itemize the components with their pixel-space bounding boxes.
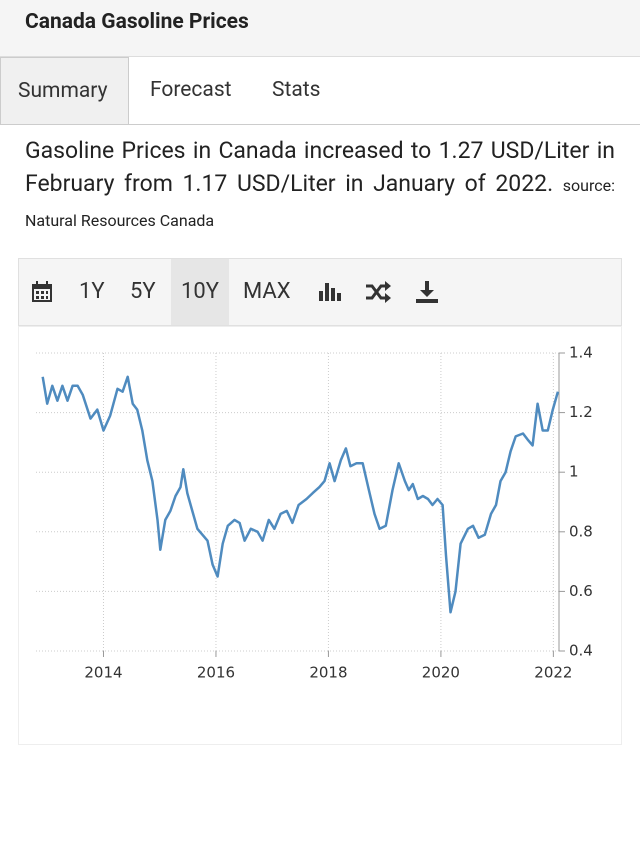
download-icon[interactable] [415,280,439,304]
header: Canada Gasoline Prices [0,0,640,57]
tab[interactable]: Summary [0,57,129,124]
source: source: Natural Resources Canada [25,176,615,230]
y-tick-label: 1.2 [569,403,593,421]
x-tick-label: 2014 [84,664,122,682]
x-tick-label: 2022 [534,664,572,682]
x-tick-label: 2018 [309,664,347,682]
x-tick-label: 2016 [197,664,235,682]
toolbar: 1Y 5Y 10Y MAX [18,258,622,326]
range-button[interactable]: 5Y [130,279,156,304]
header-title: Canada Gasoline Prices [25,10,249,34]
range-button[interactable]: 10Y [171,259,229,325]
tabs: Summary Forecast Stats [0,57,640,125]
description-text: Gasoline Prices in Canada increased to 1… [25,137,615,197]
bar-icon[interactable] [318,281,342,303]
chart: 1.4 1.2 1 0.8 0.6 0.4 2014 2016 2018 2020 2022 [36,344,593,682]
calendar-icon[interactable] [31,281,53,303]
range-button[interactable]: 1Y [79,279,105,304]
x-tick-label: 2020 [422,664,460,682]
chart-box: 1.4 1.2 1 0.8 0.6 0.4 2014 2016 2018 2020 2022 [18,326,622,745]
y-tick-label: 1 [569,463,579,481]
tab[interactable]: Stats [272,78,321,102]
y-tick-label: 0.4 [569,642,593,660]
shuffle-icon[interactable] [365,281,391,303]
tab[interactable]: Forecast [150,78,232,102]
y-tick-label: 1.4 [569,344,593,362]
y-tick-label: 0.8 [569,522,593,540]
y-tick-label: 0.6 [569,582,593,600]
range-button[interactable]: MAX [243,279,291,304]
price-line [41,375,560,614]
description: Gasoline Prices in Canada increased to 1… [25,134,615,237]
